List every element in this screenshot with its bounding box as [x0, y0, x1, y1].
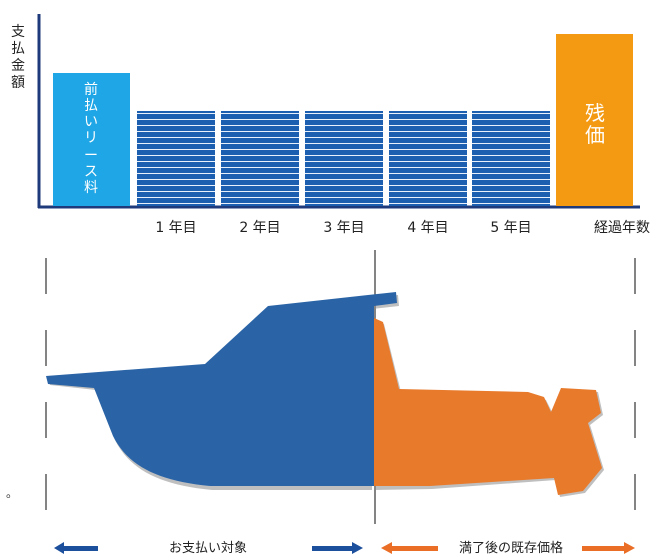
stray-mark: 。	[6, 486, 18, 500]
x-tick-year-5: 5 年目	[490, 220, 531, 236]
residual-char: 残	[585, 101, 605, 125]
y-axis-char: 払	[11, 41, 25, 57]
x-tick-year-1: 1 年目	[155, 220, 196, 236]
boat-covered-portion	[46, 292, 397, 486]
left-arrow	[54, 542, 98, 554]
orange-left-arrow	[381, 542, 438, 554]
prepaid-char: リ	[84, 130, 98, 146]
prepaid-lease-bar	[53, 73, 130, 206]
prepaid-char: ス	[84, 164, 98, 180]
y-axis-char: 支	[11, 24, 25, 40]
y-axis-char: 額	[11, 75, 25, 91]
prepaid-char: ー	[84, 148, 98, 164]
residual-value-bar	[556, 34, 633, 206]
x-tick-year-4: 4 年目	[407, 220, 448, 236]
middle-right-arrow	[312, 542, 363, 554]
payment-target-label: お支払い対象	[169, 541, 247, 556]
x-tick-year-2: 2 年目	[239, 220, 280, 236]
year-5-bar	[472, 111, 550, 206]
prepaid-char: 前	[84, 81, 98, 98]
prepaid-char: 払	[84, 98, 98, 114]
y-axis-char: 金	[11, 58, 25, 74]
x-tick-year-3: 3 年目	[323, 220, 364, 236]
year-1-bar	[137, 111, 215, 206]
boat-residual-portion	[374, 318, 602, 495]
prepaid-char: 料	[84, 180, 98, 196]
x-axis-label: 経過年数	[594, 220, 650, 236]
year-3-bar	[305, 111, 383, 206]
y-axis-label: 支 払 金 額	[11, 24, 25, 91]
year-2-bar	[221, 111, 299, 206]
year-4-bar	[389, 111, 467, 206]
prepaid-char: い	[84, 114, 98, 130]
prepaid-lease-label: 前 払 い リ ー ス 料	[84, 81, 98, 196]
post-expiry-value-label: 満了後の既存価格	[459, 540, 563, 556]
residual-char: 価	[585, 123, 605, 147]
orange-right-arrow	[582, 542, 635, 554]
